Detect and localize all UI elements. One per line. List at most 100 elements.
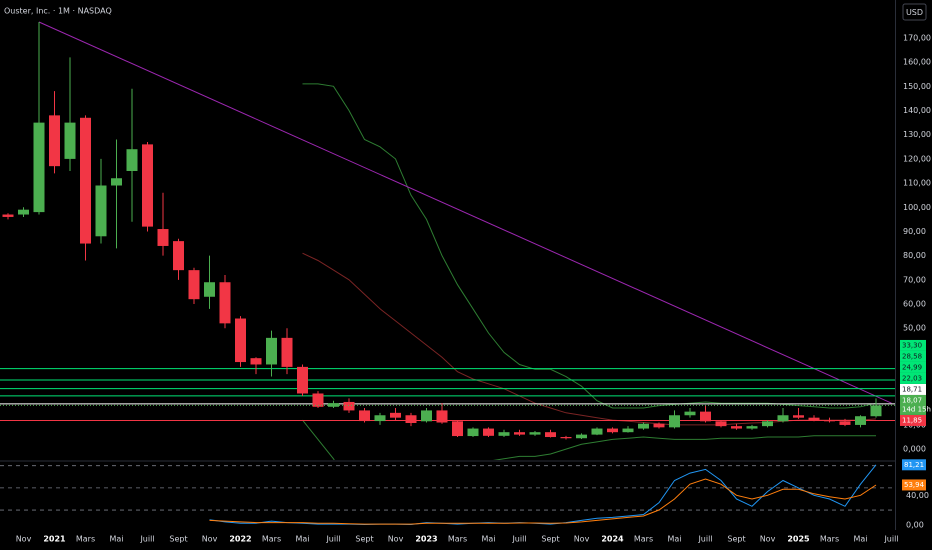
x-tick-label: Mai <box>853 535 867 544</box>
x-tick-label: Mars <box>262 535 281 544</box>
x-tick-label: Juill <box>511 535 526 544</box>
oscillator-pane <box>0 464 895 526</box>
candle-body <box>436 410 448 423</box>
candle-body <box>545 432 556 438</box>
candle-body <box>576 434 587 439</box>
x-tick-label: Mai <box>667 535 681 544</box>
candle-body <box>653 423 665 428</box>
x-tick-label: 2022 <box>229 535 251 544</box>
price-label-box <box>900 361 926 373</box>
candle-body <box>669 415 680 428</box>
y-tick-label: 0,00 <box>906 520 924 529</box>
candle-body <box>2 214 14 217</box>
price-label: 18,07 <box>902 396 922 404</box>
candle-body <box>188 270 200 300</box>
candle-body <box>343 401 355 411</box>
candle-body <box>49 115 60 167</box>
price-label: 24,99 <box>902 363 922 371</box>
trend-line <box>38 21 892 404</box>
value-label: 53,94 <box>904 481 925 489</box>
candle-body <box>638 423 649 429</box>
candle-body <box>359 410 370 422</box>
candle-body <box>746 426 758 429</box>
x-tick-label: 2023 <box>415 535 437 544</box>
candle-body <box>297 366 308 394</box>
band-line <box>302 252 877 426</box>
price-label-box <box>900 394 926 415</box>
symbol-title: Ouster, Inc. · 1M · NASDAQ <box>4 7 112 16</box>
x-tick-label: Juill <box>139 535 154 544</box>
price-label: 33,30 <box>902 341 922 349</box>
candle-body <box>777 415 789 422</box>
candle-body <box>808 417 820 421</box>
band-line <box>302 419 876 460</box>
y-tick-label: 90,00 <box>903 227 926 236</box>
price-pane <box>0 21 895 460</box>
currency-button[interactable] <box>902 3 927 21</box>
candle-body <box>421 410 432 422</box>
y-tick-label: 60,00 <box>903 300 926 309</box>
candle-body <box>266 337 277 365</box>
candle-body <box>204 282 215 297</box>
candle-body <box>111 178 122 186</box>
value-label-box <box>902 459 926 471</box>
candle-body <box>64 122 76 159</box>
price-label-box <box>900 372 926 384</box>
x-tick-label: 2021 <box>43 535 66 544</box>
y-tick-label: 130,00 <box>903 130 931 139</box>
candle-body <box>591 428 603 435</box>
candle-body <box>467 428 479 437</box>
price-label: 11,85 <box>902 416 922 424</box>
x-tick-label: Nov <box>760 535 776 544</box>
y-tick-label: 160,00 <box>903 58 931 67</box>
x-tick-label: Juill <box>325 535 340 544</box>
y-tick-label: 140,00 <box>903 106 931 115</box>
candle-body <box>281 337 293 367</box>
candle-body <box>839 421 851 425</box>
candle-body <box>452 421 463 437</box>
y-tick-label: 50,00 <box>903 324 926 333</box>
price-label-box <box>900 383 926 395</box>
x-tick-label: Mai <box>481 535 495 544</box>
y-tick-label: 100,00 <box>903 203 931 212</box>
value-label-box <box>902 479 926 491</box>
candle-body <box>235 318 246 363</box>
candle-body <box>731 426 742 429</box>
x-tick-label: Mai <box>109 535 123 544</box>
x-tick-label: Sept <box>727 535 745 544</box>
x-tick-label: Mars <box>448 535 467 544</box>
candle-body <box>80 117 91 244</box>
candle-body <box>483 428 494 436</box>
candle-body <box>33 122 45 213</box>
x-tick-label: Nov <box>202 535 218 544</box>
candle-body <box>18 209 29 215</box>
candle-body <box>250 358 262 365</box>
candle-body <box>622 428 634 433</box>
x-tick-label: Mars <box>76 535 95 544</box>
price-label: 22,03 <box>902 374 922 382</box>
x-tick-label: Sept <box>355 535 373 544</box>
candle-body <box>762 421 773 427</box>
candle-body <box>855 416 866 425</box>
candle-body <box>219 282 231 324</box>
x-tick-label: 2025 <box>787 535 810 544</box>
x-tick-label: Juill <box>697 535 712 544</box>
candle-body <box>374 415 386 422</box>
x-tick-label: Nov <box>388 535 404 544</box>
x-tick-label: Mai <box>295 535 309 544</box>
candle-body <box>95 185 107 237</box>
axes: 0,00010,0050,0060,0070,0080,0090,00100,0… <box>16 33 931 543</box>
price-label-box <box>900 339 926 351</box>
candle-body <box>607 428 618 433</box>
candle-body <box>126 149 138 171</box>
x-tick-label: 2024 <box>601 535 624 544</box>
x-tick-label: Nov <box>16 535 32 544</box>
candle-body <box>142 144 153 227</box>
candle-body <box>715 421 727 427</box>
price-label-box <box>900 414 926 426</box>
x-tick-label: Juill <box>883 535 898 544</box>
price-label-box <box>900 350 926 362</box>
currency-label: USD <box>906 8 923 17</box>
